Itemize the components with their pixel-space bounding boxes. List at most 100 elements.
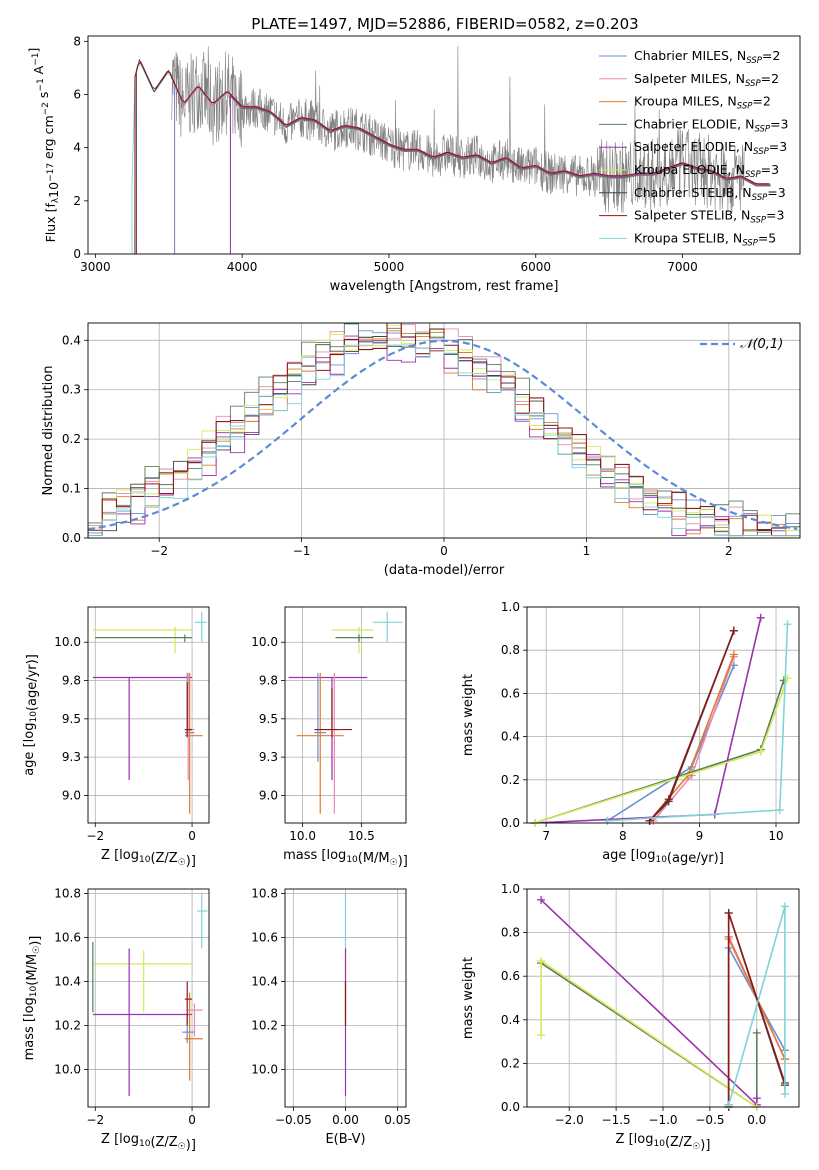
legend-label: Chabrier ELODIE, NSSP=3 (634, 116, 789, 134)
y-tick-label: 6 (73, 87, 81, 101)
y-axis-label: mass weight (461, 674, 476, 756)
x-tick-label: −2 (86, 829, 104, 843)
legend-label: Kroupa STELIB, NSSP=5 (634, 230, 776, 248)
y-tick-label: 1.0 (501, 600, 520, 614)
x-tick-label: 2 (725, 544, 733, 558)
weight-marker (537, 956, 546, 965)
weight-line (540, 899, 758, 1107)
data-point (92, 676, 193, 781)
y-axis-label: mass weight (461, 957, 476, 1039)
x-tick-label: 3000 (80, 260, 111, 274)
x-tick-label: 1 (583, 544, 591, 558)
y-tick-label: 0.3 (62, 383, 81, 397)
y-axis-label: age [log10(age/yr)] (22, 654, 40, 776)
y-tick-label: 9.5 (259, 712, 278, 726)
residuals-panel: −2 −1 0 1 2 0.0 0.1 0.2 0.3 0.4 (data-model)/error… (41, 322, 801, 578)
y-tick-label: 0.4 (62, 333, 81, 347)
weight-line (534, 680, 785, 823)
spectrum-legend: Chabrier MILES, NSSP=2 Salpeter MILES, NS… (599, 48, 789, 248)
weight-line (540, 962, 758, 1107)
legend-label: Salpeter MILES, NSSP=2 (634, 71, 779, 89)
x-axis-label: (data-model)/error (384, 563, 505, 578)
axes-frame (87, 35, 801, 255)
data-point (92, 950, 193, 1013)
x-tick-label: −1.0 (648, 1113, 677, 1127)
legend-label: Chabrier MILES, NSSP=2 (634, 48, 780, 66)
weight-marker (603, 816, 612, 825)
legend-label: Kroupa MILES, NSSP=2 (634, 94, 771, 112)
y-tick-label: 4 (73, 141, 81, 155)
x-tick-label: −2 (150, 544, 168, 558)
y-tick-label: 10.2 (251, 1019, 278, 1033)
x-tick-label: 6000 (520, 260, 551, 274)
axes-frame (87, 888, 210, 1108)
weight-line (540, 959, 758, 1107)
x-tick-label: 0 (440, 544, 448, 558)
y-tick-label: 0.8 (501, 643, 520, 657)
legend-label: 𝒩(0,1) (740, 337, 783, 352)
x-axis-label: wavelength [Angstrom, rest frame] (330, 279, 559, 294)
y-tick-label: 0.4 (501, 730, 520, 744)
x-tick-label: 7 (542, 829, 550, 843)
model-line (229, 93, 771, 254)
axes-frame (284, 888, 407, 1108)
y-tick-label: 2 (73, 194, 81, 208)
y-tick-label: 0.2 (501, 1056, 520, 1070)
y-tick-label: 0.4 (501, 1013, 520, 1027)
y-tick-label: 9.8 (62, 674, 81, 688)
axes-frame (526, 606, 800, 824)
data-point (92, 948, 193, 1096)
y-tick-label: 0.0 (62, 531, 81, 545)
x-axis-label: E(B-V) (325, 1132, 365, 1147)
y-axis-label: Normed distribution (41, 366, 56, 496)
axes-frame (284, 606, 407, 824)
y-tick-label: 0.2 (62, 432, 81, 446)
weight-marker (724, 1100, 733, 1109)
legend-label: Chabrier STELIB, NSSP=3 (634, 185, 786, 203)
x-tick-label: −2.0 (555, 1113, 584, 1127)
weight-marker (752, 1028, 761, 1037)
histogram-series (88, 323, 800, 538)
y-tick-label: 10.8 (251, 886, 278, 900)
data-point (187, 1003, 203, 1037)
y-tick-label: 10.4 (251, 974, 278, 988)
x-tick-label: −0.5 (695, 1113, 724, 1127)
x-tick-label: 7000 (667, 260, 698, 274)
y-tick-label: 0.6 (501, 686, 520, 700)
x-tick-label: 8 (619, 829, 627, 843)
x-axis-label: Z [log10(Z/Z☉)] (101, 848, 196, 869)
y-tick-label: 0.2 (501, 773, 520, 787)
x-tick-label: −2 (86, 1113, 104, 1127)
x-tick-label: −1 (293, 544, 311, 558)
weight-line (649, 630, 735, 822)
x-axis-label: Z [log10(Z/Z☉)] (101, 1132, 196, 1153)
data-point (335, 634, 374, 643)
weight-marker (756, 747, 765, 756)
y-tick-label: 0.0 (501, 1100, 520, 1114)
x-tick-label: 0.00 (332, 1113, 359, 1127)
y-tick-label: 0.0 (501, 816, 520, 830)
y-tick-label: 10.4 (54, 974, 81, 988)
weight-marker (756, 613, 765, 622)
y-tick-label: 10.6 (54, 930, 81, 944)
legend-label: Salpeter ELODIE, NSSP=3 (634, 139, 787, 157)
weight-marker (664, 795, 673, 804)
data-point (296, 672, 344, 814)
x-tick-label: 0.05 (384, 1113, 411, 1127)
y-tick-label: 0.6 (501, 969, 520, 983)
weight-marker (783, 620, 792, 629)
weight-marker (729, 626, 738, 635)
weight-marker (780, 902, 789, 911)
data-point (196, 893, 208, 949)
y-tick-label: 0.1 (62, 482, 81, 496)
weight-marker (729, 650, 738, 659)
x-tick-label: 0 (188, 1113, 196, 1127)
x-tick-label: 0 (188, 829, 196, 843)
x-axis-label: Z [log10(Z/Z☉)] (616, 1132, 711, 1153)
y-tick-label: 9.3 (62, 750, 81, 764)
weight-line (652, 656, 735, 822)
weight-marker (752, 1094, 761, 1103)
x-axis-label: age [log10(age/yr)] (602, 848, 724, 866)
y-tick-label: 10.2 (54, 1019, 81, 1033)
